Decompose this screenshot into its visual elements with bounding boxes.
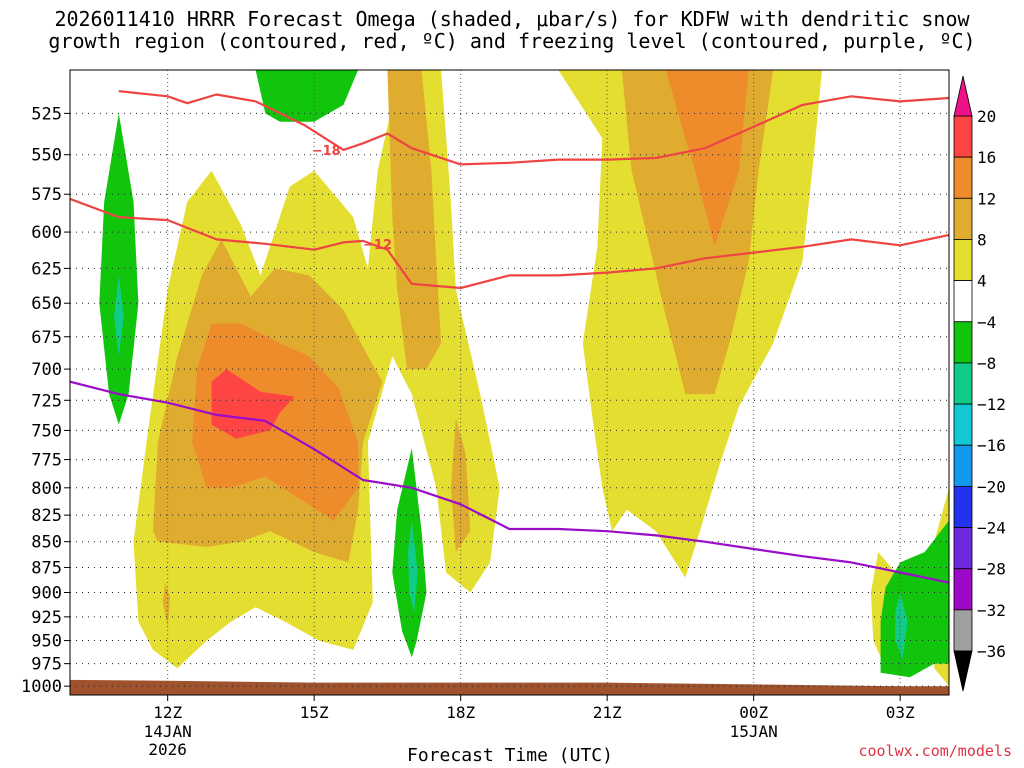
y-tick-label: 875 bbox=[31, 558, 62, 578]
y-tick-label: 525 bbox=[31, 104, 62, 124]
x-tick-sublabel: 15JAN bbox=[730, 722, 778, 741]
contour-line bbox=[118, 90, 949, 166]
plot-frame bbox=[69, 69, 950, 696]
omega-gold-region bbox=[387, 70, 442, 370]
ground-fill bbox=[70, 679, 949, 695]
colorbar-box bbox=[953, 321, 973, 364]
omega-teal-region bbox=[895, 592, 908, 660]
colorbar-label: 16 bbox=[977, 148, 996, 167]
y-tick-label: 750 bbox=[31, 421, 62, 441]
colorbar-box bbox=[953, 239, 973, 282]
y-tick-label: 550 bbox=[31, 146, 62, 166]
x-tick-label: 21Z bbox=[593, 703, 622, 722]
y-tick-label: 1000 bbox=[21, 677, 62, 697]
colorbar-box bbox=[953, 362, 973, 405]
omega-gold-region bbox=[162, 582, 171, 627]
y-tick-label: 825 bbox=[31, 506, 62, 526]
omega-gold-region bbox=[450, 418, 471, 553]
y-tick-label: 625 bbox=[31, 259, 62, 279]
colorbar-box bbox=[953, 527, 973, 570]
watermark: coolwx.com/models bbox=[858, 742, 1012, 760]
omega-teal-region bbox=[407, 520, 418, 612]
y-tick-label: 600 bbox=[31, 223, 62, 243]
colorbar-label: −12 bbox=[977, 395, 1006, 414]
chart-title: 2026011410 HRRR Forecast Omega (shaded, … bbox=[48, 7, 976, 53]
contours: −18 −12 bbox=[70, 90, 949, 584]
contour-label: −12 bbox=[363, 238, 392, 253]
omega-teal-region bbox=[114, 275, 124, 357]
colorbar-box bbox=[953, 115, 973, 158]
x-tick-label: 03Z bbox=[886, 703, 915, 722]
omega-green-region bbox=[255, 70, 359, 122]
x-tick-label: 12Z bbox=[153, 703, 182, 722]
colorbar-box bbox=[953, 156, 973, 199]
colorbar-label: −16 bbox=[977, 436, 1006, 455]
colorbar-box bbox=[953, 197, 973, 240]
contour-label: −18 bbox=[312, 144, 341, 159]
colorbar-label: 20 bbox=[977, 107, 996, 126]
x-tick-sublabel: 2026 bbox=[148, 740, 187, 759]
y-tick-label: 725 bbox=[31, 391, 62, 411]
colorbar-label: 12 bbox=[977, 189, 996, 208]
colorbar-box bbox=[953, 444, 973, 487]
y-tick-label: 675 bbox=[31, 328, 62, 348]
colorbar-box bbox=[953, 609, 973, 652]
x-tick-sublabel: 14JAN bbox=[144, 722, 192, 741]
y-tick-label: 850 bbox=[31, 533, 62, 553]
colorbar-under-triangle bbox=[953, 650, 973, 692]
grid-lines bbox=[70, 70, 949, 695]
omega-green-region bbox=[99, 113, 139, 425]
pressure-axis: 525 550 575 600 625 650 675 700 725 750 775 800 825 8… bbox=[21, 104, 70, 697]
colorbar-label: −20 bbox=[977, 477, 1006, 496]
colorbar-box bbox=[953, 280, 973, 323]
colorbar-label: −32 bbox=[977, 601, 1006, 620]
y-tick-label: 575 bbox=[31, 185, 62, 205]
colorbar-label: −24 bbox=[977, 519, 1006, 538]
colorbar-box bbox=[953, 403, 973, 446]
y-tick-label: 975 bbox=[31, 655, 62, 675]
omega-orange-region bbox=[665, 70, 749, 247]
y-tick-label: 925 bbox=[31, 608, 62, 628]
colorbar-over-triangle bbox=[953, 75, 973, 117]
ground-surface bbox=[70, 679, 949, 695]
colorbar-label: −4 bbox=[977, 313, 996, 332]
colorbar-box bbox=[953, 485, 973, 528]
colorbar-label: 8 bbox=[977, 230, 987, 249]
x-axis-title: Forecast Time (UTC) bbox=[407, 745, 613, 766]
x-tick-label: 15Z bbox=[300, 703, 329, 722]
y-tick-label: 650 bbox=[31, 294, 62, 314]
colorbar: −36 −32 −28 −24 −20 −16 −12 −8 −4 4 8 12 16 20 bbox=[953, 75, 1006, 692]
colorbar-label: 4 bbox=[977, 272, 987, 291]
y-tick-label: 700 bbox=[31, 360, 62, 380]
colorbar-label: −36 bbox=[977, 642, 1006, 661]
colorbar-box bbox=[953, 568, 973, 611]
contour-line bbox=[70, 380, 949, 584]
colorbar-label: −8 bbox=[977, 354, 996, 373]
y-tick-label: 900 bbox=[31, 583, 62, 603]
omega-orange-region bbox=[192, 323, 359, 521]
colorbar-label: −28 bbox=[977, 560, 1006, 579]
y-tick-label: 800 bbox=[31, 479, 62, 499]
y-tick-label: 950 bbox=[31, 632, 62, 652]
omega-green-region bbox=[880, 520, 949, 678]
x-tick-label: 00Z bbox=[739, 703, 768, 722]
y-tick-label: 775 bbox=[31, 451, 62, 471]
contour-line bbox=[70, 197, 949, 290]
omega-red-region bbox=[211, 369, 295, 439]
x-tick-label: 18Z bbox=[446, 703, 475, 722]
